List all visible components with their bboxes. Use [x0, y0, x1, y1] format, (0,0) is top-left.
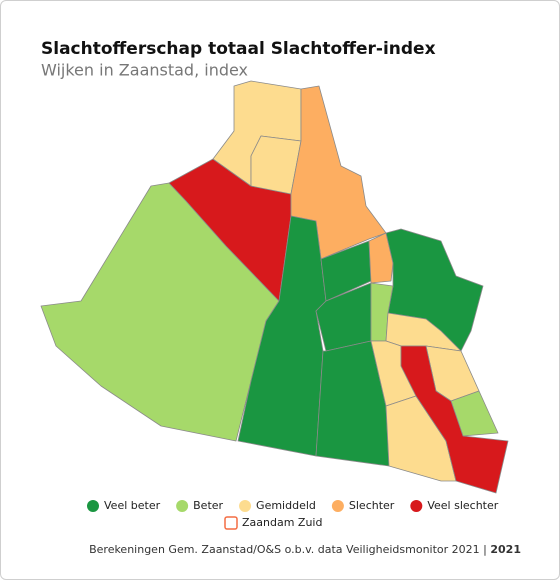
legend-label: Veel slechter	[427, 499, 498, 512]
highlight-region	[400, 345, 509, 494]
source-year: 2021	[490, 543, 521, 556]
legend-label: Zaandam Zuid	[242, 516, 322, 529]
title: Slachtofferschap totaal Slachtoffer-inde…	[41, 39, 436, 59]
separator: |	[480, 543, 491, 556]
legend-swatch	[224, 516, 238, 530]
legend-swatch	[176, 500, 189, 512]
legend: Veel beter Beter Gemiddeld Slechter Veel sle…	[87, 499, 499, 530]
legend-label: Veel beter	[104, 499, 161, 512]
legend-swatch	[239, 500, 252, 512]
legend-label: Beter	[193, 499, 223, 512]
legend-swatch	[410, 500, 423, 512]
subtitle: Wijken in Zaanstad, index	[41, 61, 248, 80]
legend-swatch	[331, 500, 344, 512]
source-text: Berekeningen Gem. Zaanstad/O&S o.b.v. da…	[89, 543, 480, 556]
legend-swatch	[87, 500, 99, 512]
region	[368, 232, 394, 284]
map	[40, 80, 509, 494]
region	[290, 85, 387, 260]
legend-label: Slechter	[349, 499, 395, 512]
legend-label: Gemiddeld	[256, 499, 316, 512]
region	[250, 135, 302, 195]
source: Berekeningen Gem. Zaanstad/O&S o.b.v. da…	[89, 543, 521, 556]
